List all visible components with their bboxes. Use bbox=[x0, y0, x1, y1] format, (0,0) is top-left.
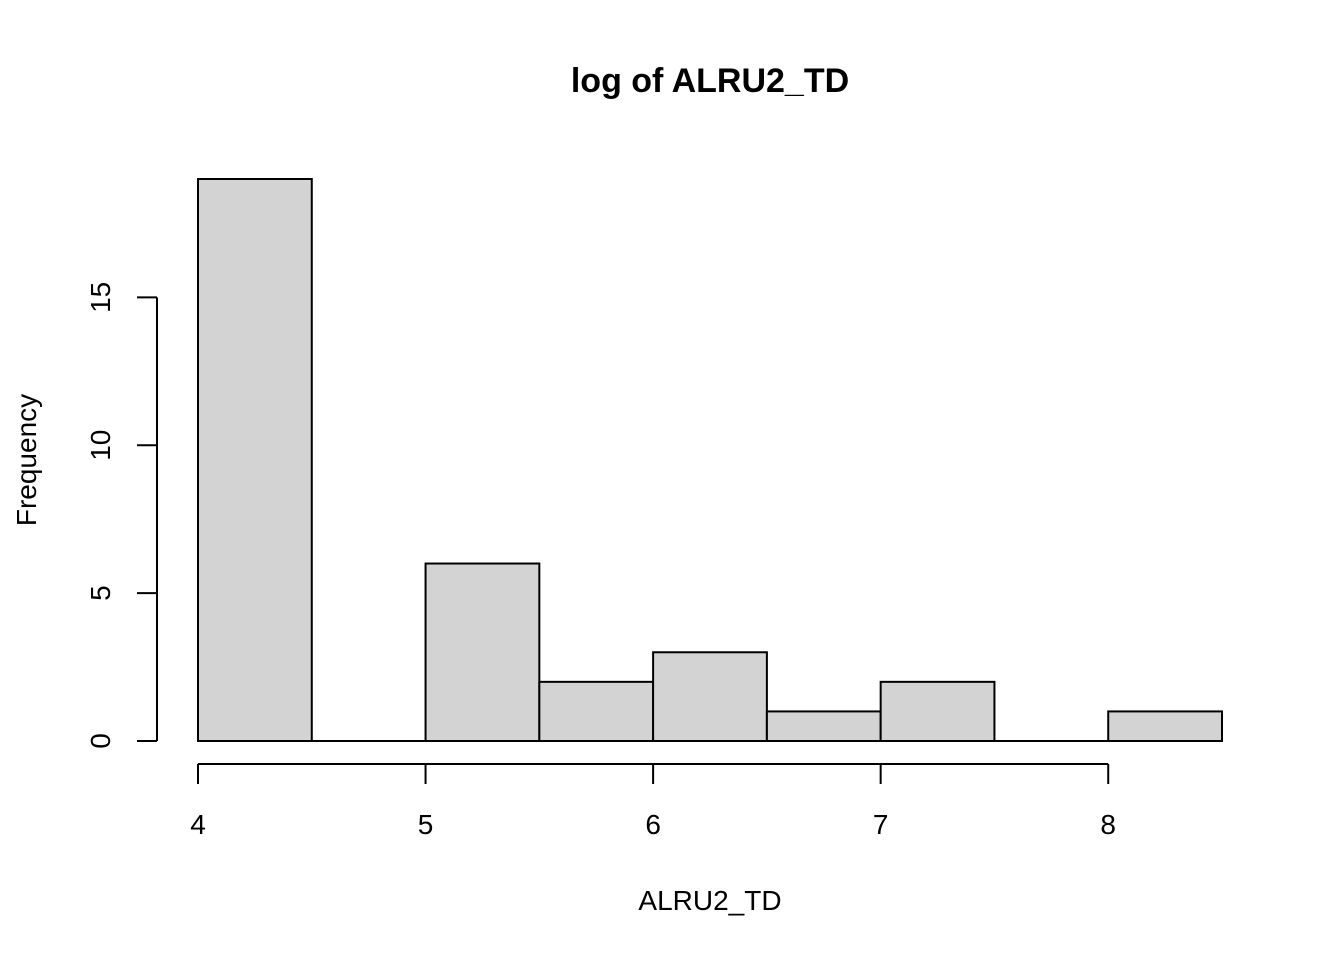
y-tick-label: 15 bbox=[85, 282, 116, 313]
x-tick-label: 6 bbox=[645, 809, 661, 840]
histogram-bar bbox=[652, 651, 768, 743]
x-tick-label: 8 bbox=[1100, 809, 1116, 840]
y-tick-label: 0 bbox=[85, 733, 116, 749]
y-axis: 0 5 10 15 bbox=[85, 282, 158, 749]
y-axis-label: Frequency bbox=[11, 394, 42, 526]
x-tick-label: 5 bbox=[418, 809, 434, 840]
chart-title: log of ALRU2_TD bbox=[571, 62, 849, 100]
x-tick-label: 7 bbox=[873, 809, 889, 840]
x-axis: 4 5 6 7 8 bbox=[190, 763, 1116, 840]
histogram-bar bbox=[879, 680, 996, 742]
histogram-bar bbox=[1107, 710, 1223, 743]
histogram-bar bbox=[538, 680, 655, 742]
x-axis-label: ALRU2_TD bbox=[638, 885, 781, 916]
x-tick-label: 4 bbox=[190, 809, 206, 840]
y-tick-label: 10 bbox=[85, 430, 116, 461]
histogram-bar bbox=[765, 710, 882, 743]
bars-group bbox=[197, 178, 1223, 743]
y-tick-label: 5 bbox=[85, 585, 116, 601]
histogram-bar bbox=[197, 178, 313, 742]
histogram-bar bbox=[424, 562, 541, 742]
